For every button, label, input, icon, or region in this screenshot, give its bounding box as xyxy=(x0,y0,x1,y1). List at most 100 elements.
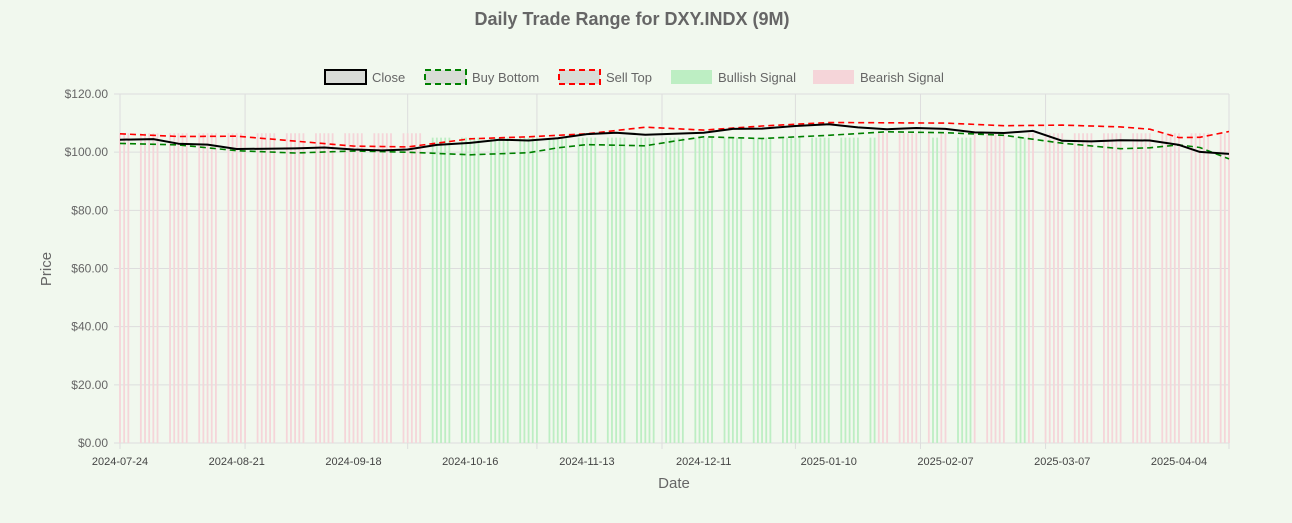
bullish-signal-bar xyxy=(731,137,734,443)
bullish-signal-bar xyxy=(652,137,655,443)
legend-item-sell-top[interactable]: Sell Top xyxy=(558,69,652,85)
bearish-signal-bar xyxy=(419,133,422,443)
bullish-signal-bar xyxy=(594,137,597,443)
x-tick-label: 2025-02-07 xyxy=(917,456,973,468)
bearish-signal-bar xyxy=(144,133,146,443)
bearish-signal-bar xyxy=(185,133,188,443)
bearish-signal-bar xyxy=(1078,133,1080,443)
bullish-signal-bar xyxy=(965,137,968,443)
bullish-signal-bar xyxy=(765,137,768,443)
bearish-signal-bar xyxy=(331,133,334,443)
bullish-signal-bar xyxy=(619,137,622,443)
bearish-signal-bar xyxy=(877,133,880,443)
bearish-signal-bar xyxy=(406,133,409,443)
bullish-signal-bar xyxy=(723,137,726,443)
legend-swatch-bearish xyxy=(813,70,854,84)
bullish-signal-bar xyxy=(857,137,859,443)
bullish-signal-bar xyxy=(1023,137,1026,443)
bearish-signal-bar xyxy=(319,133,322,443)
y-tick-label: $80.00 xyxy=(71,203,108,217)
bullish-signal-bar xyxy=(448,137,451,443)
legend-item-bearish[interactable]: Bearish Signal xyxy=(813,70,944,85)
bullish-signal-bar xyxy=(565,137,568,443)
bearish-signal-bar xyxy=(1148,133,1151,443)
bearish-signal-bar xyxy=(998,133,1001,443)
legend-swatch-close xyxy=(324,69,367,85)
bullish-signal-bar xyxy=(827,137,830,443)
bearish-signal-bar xyxy=(1144,133,1147,443)
y-tick-label: $120.00 xyxy=(65,87,109,101)
legend-item-close[interactable]: Close xyxy=(324,69,405,85)
bearish-signal-bar xyxy=(1103,133,1105,443)
bearish-signal-bar xyxy=(1228,133,1230,443)
bearish-signal-bar xyxy=(973,133,976,443)
bullish-signal-bar xyxy=(636,137,638,443)
bullish-signal-bar xyxy=(444,137,447,443)
bearish-signal-bar xyxy=(377,133,380,443)
bearish-signal-bar xyxy=(940,133,943,443)
bullish-signal-bar xyxy=(502,137,505,443)
legend-label-sell-top: Sell Top xyxy=(606,70,652,85)
bullish-signal-bar xyxy=(969,137,972,443)
bullish-signal-bar xyxy=(706,137,709,443)
y-tick-label: $40.00 xyxy=(71,320,108,334)
bearish-signal-bar xyxy=(415,133,417,443)
y-tick-label: $0.00 xyxy=(78,436,108,450)
bearish-signal-bar xyxy=(356,133,359,443)
bullish-signal-bar xyxy=(936,137,939,443)
bearish-signal-bar xyxy=(227,133,230,443)
legend-item-bullish[interactable]: Bullish Signal xyxy=(671,70,796,85)
x-axis-ticks: 2024-07-24 2024-08-21 2024-09-18 2024-10-16… xyxy=(92,456,1207,468)
bearish-signal-bar xyxy=(1119,133,1122,443)
bearish-signal-bar xyxy=(265,133,267,443)
bullish-signal-bar xyxy=(756,137,759,443)
y-tick-label: $20.00 xyxy=(71,378,108,392)
bearish-signal-bar xyxy=(1032,133,1034,443)
bearish-signal-bar xyxy=(177,133,180,443)
bearish-signal-bar xyxy=(169,133,171,443)
bullish-signal-bar xyxy=(494,137,497,443)
x-tick-label: 2024-12-11 xyxy=(676,456,731,468)
bearish-signal-bar xyxy=(1169,133,1172,443)
bullish-signal-bar xyxy=(490,137,492,443)
bearish-signal-bar xyxy=(294,133,297,443)
y-tick-label: $100.00 xyxy=(65,145,109,159)
bearish-signal-bar xyxy=(902,133,905,443)
signal-bars-layer xyxy=(119,133,1230,443)
bullish-signal-bar xyxy=(852,137,855,443)
bullish-signal-bar xyxy=(623,137,626,443)
bullish-signal-bar xyxy=(815,137,818,443)
bullish-signal-bar xyxy=(840,137,843,443)
bullish-signal-bar xyxy=(473,137,476,443)
bearish-signal-bar xyxy=(290,133,292,443)
bearish-signal-bar xyxy=(1207,133,1210,443)
bearish-signal-bar xyxy=(1161,133,1164,443)
bullish-signal-bar xyxy=(460,137,463,443)
legend-item-buy-bottom[interactable]: Buy Bottom xyxy=(424,69,539,85)
bearish-signal-bar xyxy=(119,133,121,443)
legend-label-bullish: Bullish Signal xyxy=(718,70,796,85)
bearish-signal-bar xyxy=(1132,133,1135,443)
legend-label-close: Close xyxy=(372,70,405,85)
legend-swatch-buy-bottom xyxy=(424,69,467,85)
bearish-signal-bar xyxy=(127,133,130,443)
bearish-signal-bar xyxy=(256,133,259,443)
bearish-signal-bar xyxy=(1027,133,1030,443)
bearish-signal-bar xyxy=(385,133,388,443)
bearish-signal-bar xyxy=(1219,133,1222,443)
chart-title: Daily Trade Range for DXY.INDX (9M) xyxy=(474,9,789,29)
bearish-signal-bar xyxy=(1194,133,1197,443)
bearish-signal-bar xyxy=(990,133,993,443)
bearish-signal-bar xyxy=(1107,133,1109,443)
bearish-signal-bar xyxy=(1086,133,1089,443)
legend-swatch-sell-top xyxy=(558,69,601,85)
bearish-signal-bar xyxy=(882,133,884,443)
bearish-signal-bar xyxy=(1198,133,1201,443)
close-line xyxy=(119,123,1230,155)
bullish-signal-bar xyxy=(548,137,551,443)
bullish-signal-bar xyxy=(606,137,609,443)
bearish-signal-bar xyxy=(348,133,351,443)
legend-label-buy-bottom: Buy Bottom xyxy=(472,70,539,85)
